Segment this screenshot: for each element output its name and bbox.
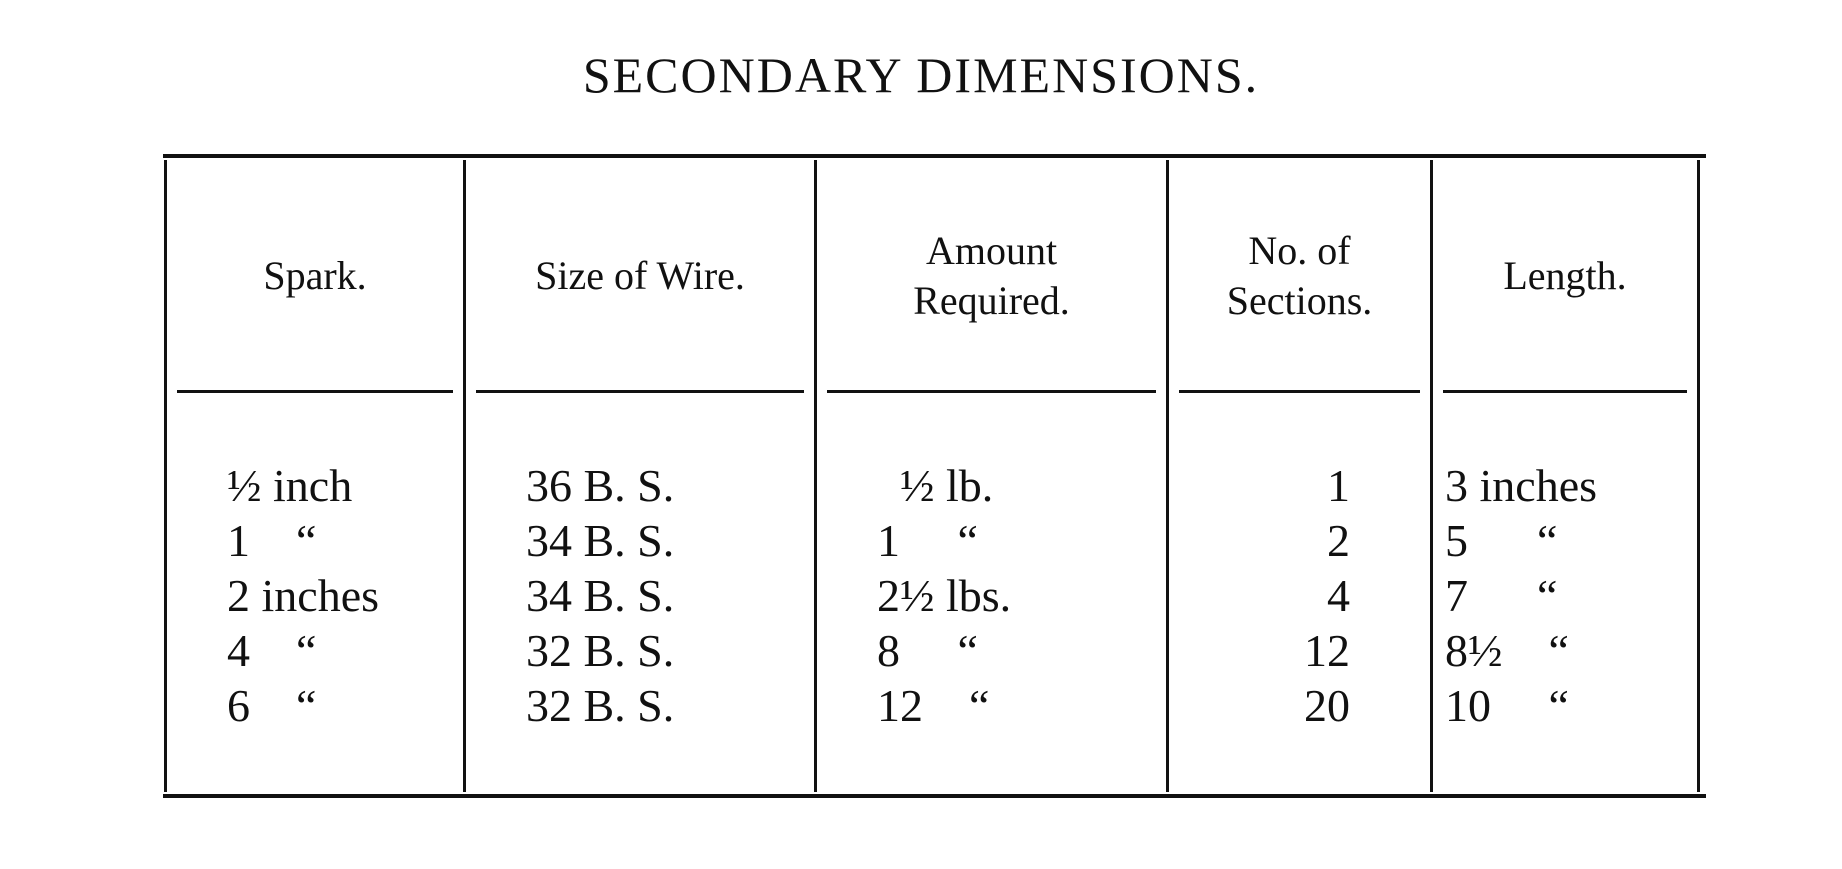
table-cell: 2: [1327, 515, 1350, 566]
column-divider: [1697, 160, 1700, 792]
table-cell: 34 B. S.: [526, 570, 675, 621]
table-cell: 3 inches: [1445, 460, 1598, 511]
table-cell: 6 “: [227, 680, 317, 731]
table-cell: 20: [1304, 680, 1350, 731]
table-cell: ½ lb.: [877, 460, 994, 511]
table-cell: 2 inches: [227, 570, 380, 621]
table-cell: 1 “: [877, 515, 978, 566]
column-divider: [814, 160, 817, 792]
column-header: Length.: [1503, 253, 1627, 298]
page-title: SECONDARY DIMENSIONS.: [582, 47, 1260, 103]
table-cell: 4: [1327, 570, 1350, 621]
header-rule: [476, 390, 804, 393]
table-top-rule: [163, 154, 1706, 158]
column-amount-required: Amount Required. ½ lb. 1 “ 2½ lbs. 8 “ 1…: [817, 160, 1166, 792]
table-cell: 36 B. S.: [526, 460, 675, 511]
column-divider: [463, 160, 466, 792]
table-cell: 32 B. S.: [526, 625, 675, 676]
table-cell: 10 “: [1445, 680, 1569, 731]
column-header: Spark.: [263, 253, 367, 298]
column-header: Size of Wire.: [535, 253, 745, 298]
table-cell: 8½ “: [1445, 625, 1569, 676]
column-divider: [1430, 160, 1433, 792]
table-cell: 12 “: [877, 680, 990, 731]
table-cell: 2½ lbs.: [877, 570, 1012, 621]
table-cell: 5 “: [1445, 515, 1558, 566]
table-cell: 34 B. S.: [526, 515, 675, 566]
column-header: Amount Required.: [913, 228, 1070, 323]
table-cell: 7 “: [1445, 570, 1558, 621]
column-no-of-sections: No. of Sections. 1 2 4 12 20: [1169, 160, 1430, 792]
table-bottom-rule: [163, 794, 1706, 798]
column-header: No. of Sections.: [1226, 228, 1373, 323]
table-cell: 8 “: [877, 625, 978, 676]
column-divider: [1166, 160, 1169, 792]
header-rule: [1443, 390, 1687, 393]
column-divider: [164, 160, 167, 792]
table-cell: 1: [1327, 460, 1350, 511]
column-length: Length. 3 inches 5 “ 7 “ 8½ “ 10 “: [1433, 160, 1697, 792]
table-cell: 4 “: [227, 625, 317, 676]
header-rule: [177, 390, 453, 393]
table-cell: 12: [1304, 625, 1350, 676]
header-rule: [1179, 390, 1420, 393]
column-spark: Spark. ½ inch 1 “ 2 inches 4 “ 6 “: [167, 160, 463, 792]
table-cell: ½ inch: [227, 460, 353, 511]
column-size-of-wire: Size of Wire. 36 B. S. 34 B. S. 34 B. S.…: [466, 160, 814, 792]
table-cell: 32 B. S.: [526, 680, 675, 731]
table-cell: 1 “: [227, 515, 317, 566]
header-rule: [827, 390, 1156, 393]
